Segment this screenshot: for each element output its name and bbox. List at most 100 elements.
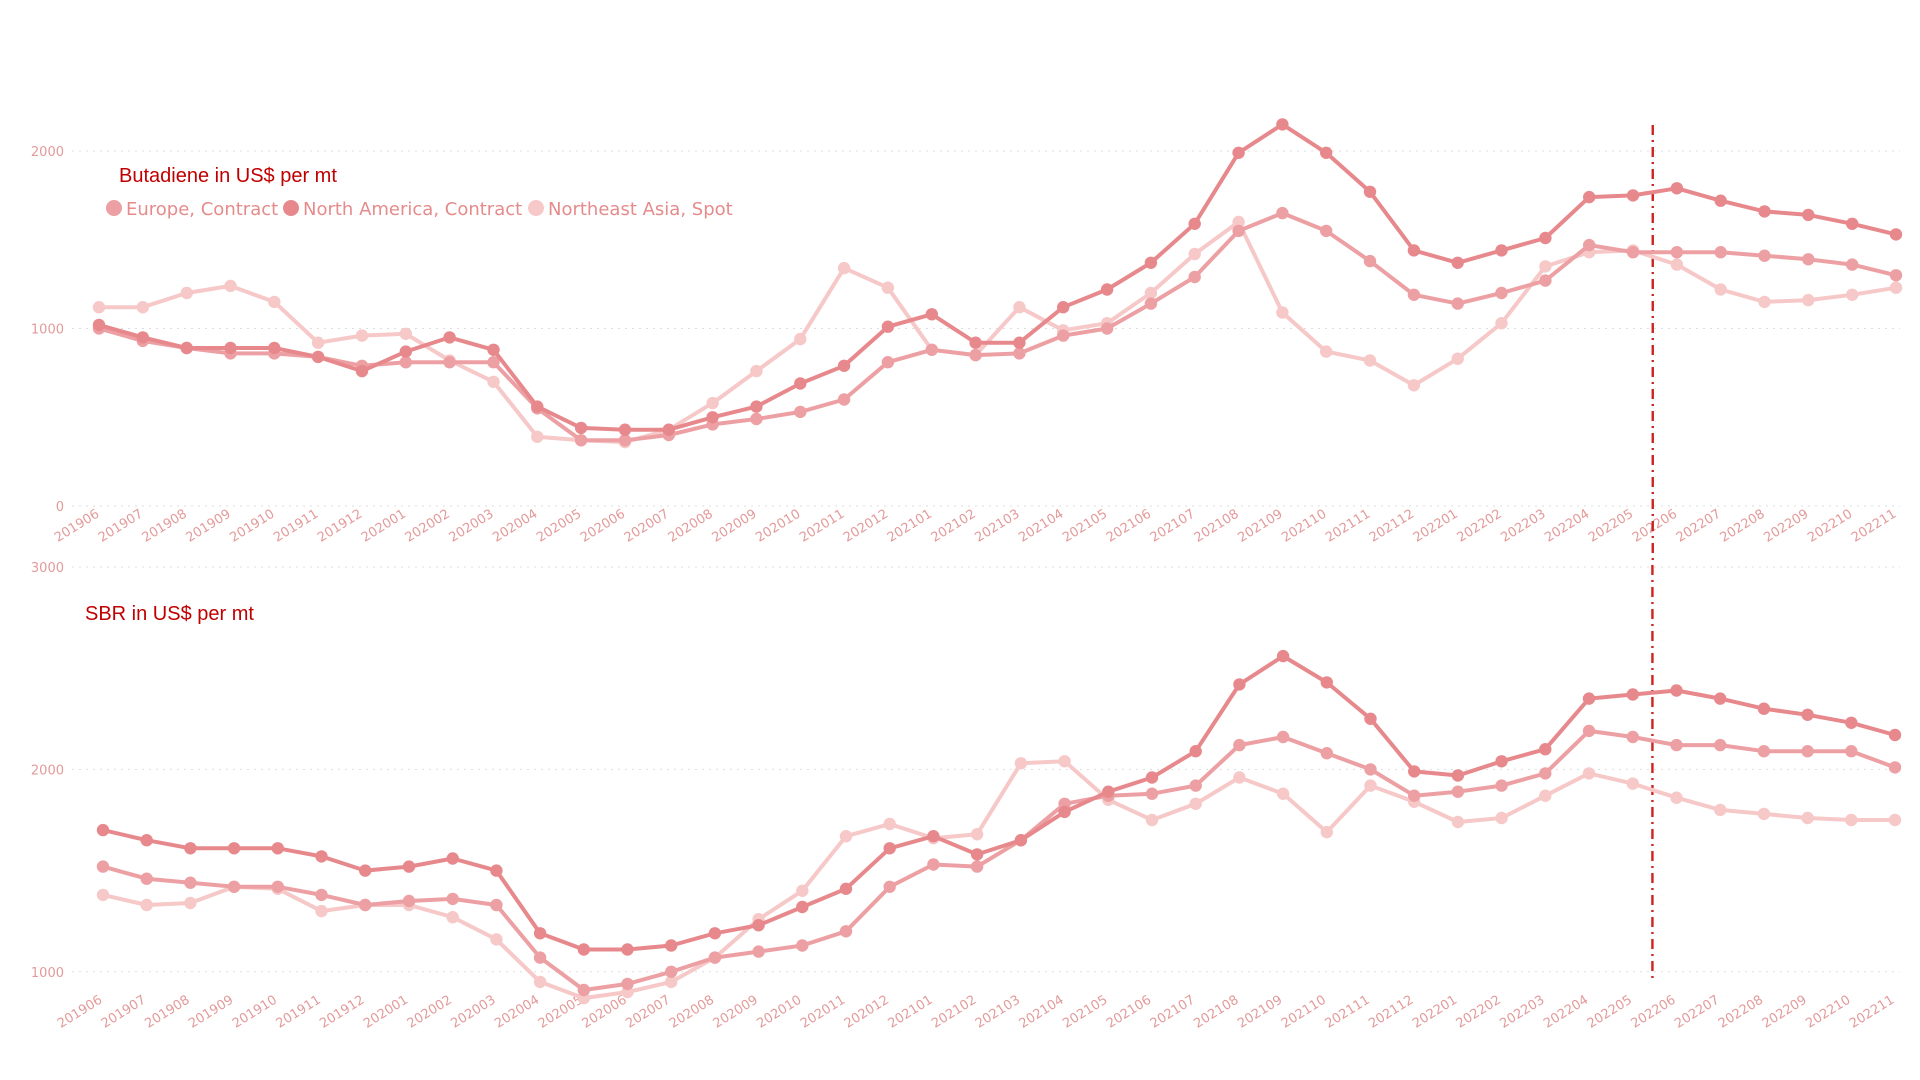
data-point-north-america-contract — [1100, 283, 1114, 296]
data-point-northeast-asia-spot — [839, 830, 853, 843]
data-point-northeast-asia-spot — [184, 896, 197, 910]
data-point-northeast-asia-spot — [1582, 767, 1596, 780]
x-tick-label: 202107 — [1148, 993, 1198, 1032]
data-point-europe-contract — [1057, 329, 1070, 342]
data-point-northeast-asia-spot — [1626, 777, 1640, 790]
data-point-europe-contract — [1407, 288, 1421, 301]
data-point-europe-contract — [1013, 347, 1026, 360]
data-point-europe-contract — [443, 356, 456, 369]
x-tick-label: 202011 — [797, 507, 847, 546]
data-point-north-america-contract — [752, 919, 765, 932]
data-point-northeast-asia-spot — [1364, 779, 1377, 792]
butadiene-chart: Butadiene in US$ per mt 0100020002019062… — [31, 118, 1903, 565]
x-tick-label: 202204 — [1542, 507, 1592, 546]
data-point-europe-contract — [1758, 249, 1771, 262]
data-point-northeast-asia-spot — [1714, 803, 1727, 817]
data-point-europe-contract — [1757, 745, 1771, 758]
data-point-north-america-contract — [355, 364, 369, 378]
data-point-north-america-contract — [794, 377, 807, 390]
data-point-north-america-contract — [1539, 231, 1552, 245]
data-point-europe-contract — [446, 892, 459, 906]
data-point-north-america-contract — [487, 343, 500, 356]
legend-label-north-america-contract: North America, Contract — [303, 199, 522, 220]
legend-swatch-northeast-asia-spot — [528, 200, 544, 216]
data-point-northeast-asia-spot — [1144, 286, 1158, 300]
x-tick-label: 202102 — [929, 993, 979, 1032]
data-point-north-america-contract — [224, 341, 237, 355]
x-tick-label: 202104 — [1017, 993, 1067, 1032]
data-point-europe-contract — [796, 939, 809, 952]
data-point-northeast-asia-spot — [490, 933, 503, 946]
data-point-north-america-contract — [706, 411, 719, 424]
data-point-europe-contract — [1714, 246, 1727, 259]
data-point-northeast-asia-spot — [1758, 295, 1771, 309]
data-point-europe-contract — [1144, 297, 1158, 310]
y-tick-label: 1000 — [31, 966, 64, 981]
x-tick-label: 202005 — [534, 507, 584, 546]
x-tick-label: 202003 — [447, 507, 497, 546]
data-point-europe-contract — [402, 894, 416, 908]
data-point-north-america-contract — [1451, 256, 1464, 269]
data-point-northeast-asia-spot — [1451, 815, 1465, 829]
data-point-northeast-asia-spot — [1714, 283, 1727, 296]
data-point-northeast-asia-spot — [1539, 260, 1552, 273]
data-point-northeast-asia-spot — [1801, 811, 1814, 825]
data-point-europe-contract — [970, 860, 984, 873]
data-point-europe-contract — [1582, 724, 1596, 738]
x-tick-label: 201908 — [140, 507, 190, 546]
x-tick-label: 202105 — [1060, 507, 1110, 546]
x-tick-label: 202008 — [667, 993, 717, 1032]
data-point-northeast-asia-spot — [96, 888, 110, 902]
x-tick-label: 201906 — [55, 993, 105, 1032]
y-tick-label: 1000 — [31, 323, 64, 338]
data-point-northeast-asia-spot — [794, 332, 807, 346]
x-tick-label: 202004 — [492, 993, 542, 1032]
x-tick-label: 201909 — [186, 993, 236, 1032]
data-point-north-america-contract — [1145, 771, 1159, 784]
data-point-north-america-contract — [311, 350, 325, 364]
data-point-north-america-contract — [621, 943, 634, 956]
data-point-north-america-contract — [1845, 716, 1858, 729]
data-point-north-america-contract — [618, 423, 632, 436]
data-point-europe-contract — [1100, 322, 1114, 335]
data-point-north-america-contract — [1058, 805, 1071, 819]
x-tick-label: 202101 — [886, 993, 936, 1032]
series-line-northeast-asia-spot — [97, 220, 1898, 445]
data-point-northeast-asia-spot — [355, 329, 369, 342]
data-point-europe-contract — [708, 951, 722, 964]
x-tick-label: 202012 — [842, 993, 892, 1032]
data-point-europe-contract — [1233, 738, 1246, 752]
x-tick-label: 202206 — [1630, 507, 1680, 546]
x-tick-label: 202107 — [1148, 507, 1198, 546]
data-point-northeast-asia-spot — [399, 327, 412, 340]
data-point-europe-contract — [577, 983, 590, 997]
data-point-north-america-contract — [184, 842, 197, 855]
x-tick-label: 202211 — [1849, 507, 1899, 546]
butadiene-chart-title: Butadiene in US$ per mt — [119, 165, 337, 187]
data-point-north-america-contract — [1495, 244, 1508, 257]
data-point-europe-contract — [1801, 745, 1814, 758]
data-point-north-america-contract — [1188, 217, 1201, 230]
data-point-europe-contract — [487, 356, 500, 369]
data-point-north-america-contract — [1276, 118, 1289, 131]
data-point-north-america-contract — [359, 864, 372, 877]
data-point-europe-contract — [96, 860, 110, 873]
data-point-north-america-contract — [271, 842, 284, 855]
data-point-north-america-contract — [96, 823, 110, 837]
data-point-northeast-asia-spot — [136, 301, 149, 314]
data-point-north-america-contract — [837, 359, 851, 372]
data-point-europe-contract — [574, 434, 588, 447]
data-point-europe-contract — [1845, 745, 1858, 758]
x-tick-label: 202010 — [753, 507, 803, 546]
x-tick-label: 202208 — [1716, 993, 1766, 1032]
data-point-north-america-contract — [1451, 769, 1465, 782]
data-point-north-america-contract — [970, 848, 984, 861]
data-point-north-america-contract — [1757, 702, 1771, 715]
data-point-north-america-contract — [1232, 146, 1245, 159]
data-point-northeast-asia-spot — [1802, 293, 1815, 307]
data-point-europe-contract — [1320, 747, 1334, 760]
data-point-northeast-asia-spot — [1232, 215, 1245, 229]
x-tick-label: 202111 — [1323, 507, 1373, 546]
data-point-north-america-contract — [1758, 205, 1771, 218]
